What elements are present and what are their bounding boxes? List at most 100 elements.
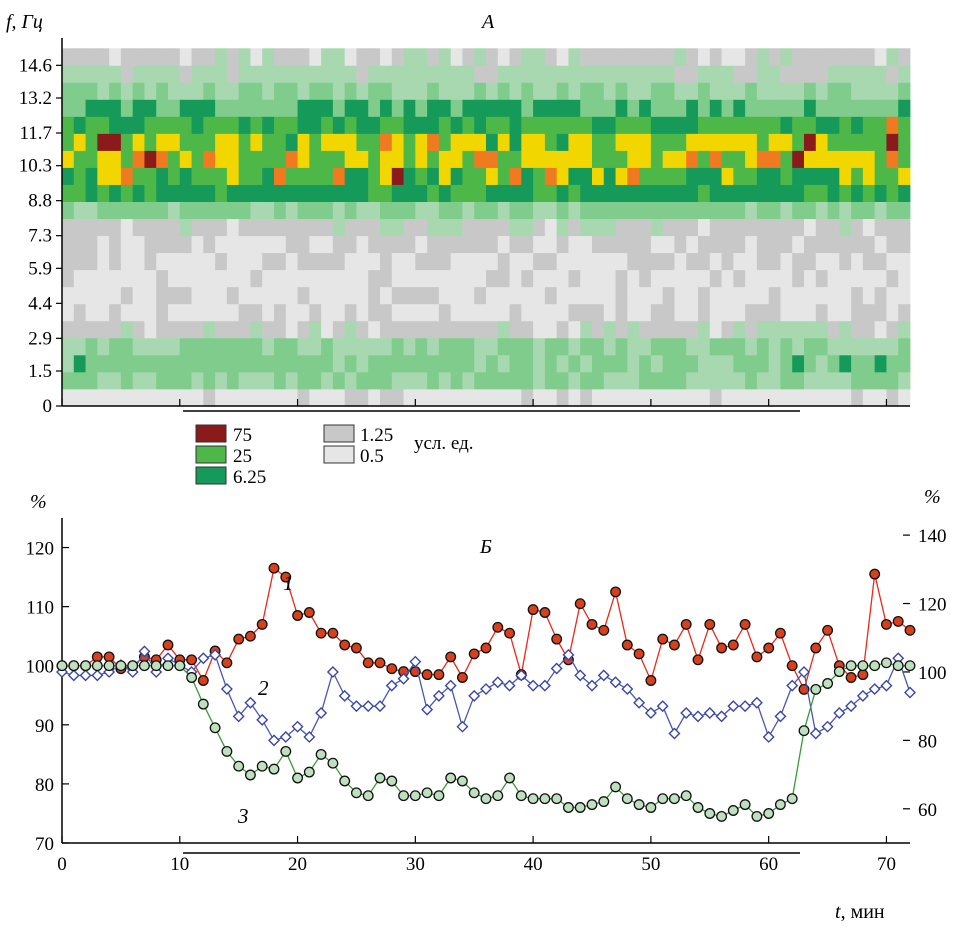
- heatmap-cell: [886, 48, 899, 66]
- heatmap-cell: [438, 354, 452, 373]
- heatmap-cell: [639, 184, 652, 202]
- heatmap-cell: [380, 150, 393, 168]
- heatmap-cell: [156, 337, 169, 356]
- panel-b-right-tick-label: 80: [918, 731, 937, 752]
- heatmap-cell: [297, 201, 310, 220]
- heatmap-cell: [497, 133, 510, 151]
- heatmap-cell: [486, 65, 499, 83]
- heatmap-cell: [168, 320, 181, 339]
- heatmap-cell: [886, 252, 899, 271]
- heatmap-cell: [132, 337, 145, 356]
- heatmap-cell: [85, 320, 98, 339]
- heatmap-cell: [368, 99, 381, 117]
- heatmap-cell: [792, 218, 805, 237]
- heatmap-cell: [650, 150, 664, 168]
- heatmap-cell: [109, 218, 122, 237]
- heatmap-cell: [686, 388, 699, 407]
- heatmap-cell: [533, 354, 546, 373]
- heatmap-cell: [862, 99, 876, 117]
- heatmap-cell: [839, 252, 852, 271]
- series-2-point: [527, 679, 540, 692]
- heatmap-cell: [380, 99, 393, 117]
- series-1-point: [751, 651, 763, 663]
- series-3-point: [904, 660, 916, 672]
- heatmap-cell: [97, 201, 110, 220]
- heatmap-cell: [368, 235, 381, 254]
- heatmap-cell: [592, 388, 605, 407]
- heatmap-cell: [168, 184, 181, 202]
- heatmap-cell: [733, 371, 746, 390]
- heatmap-cell: [332, 82, 346, 100]
- heatmap-cell: [262, 320, 275, 339]
- heatmap-cell: [874, 337, 887, 356]
- heatmap-cell: [168, 65, 181, 83]
- heatmap-cell: [686, 286, 699, 305]
- heatmap-cell: [309, 371, 322, 390]
- heatmap-cell: [120, 99, 134, 117]
- heatmap-cell: [73, 252, 86, 271]
- heatmap-cell: [438, 303, 452, 322]
- series-2-point: [774, 710, 787, 723]
- heatmap-cell: [768, 371, 781, 390]
- heatmap-cell: [368, 167, 381, 185]
- heatmap-cell: [250, 337, 263, 356]
- legend-label-0-5: 0.5: [360, 446, 384, 467]
- legend-swatch-75: [195, 424, 227, 443]
- heatmap-cell: [839, 167, 852, 185]
- heatmap-cell: [332, 235, 346, 254]
- heatmap-cell: [179, 388, 192, 407]
- panel-b-right-tick-label: 60: [918, 800, 937, 821]
- heatmap-cell: [745, 116, 758, 134]
- heatmap-cell: [97, 337, 110, 356]
- heatmap-cell: [144, 337, 157, 356]
- heatmap-cell: [427, 167, 440, 185]
- heatmap-cell: [886, 218, 899, 237]
- heatmap-cell: [768, 201, 781, 220]
- heatmap-cell: [179, 252, 192, 271]
- heatmap-cell: [427, 48, 440, 66]
- heatmap-cell: [391, 48, 404, 66]
- heatmap-cell: [474, 252, 487, 271]
- series-3-point: [456, 775, 468, 787]
- heatmap-cell: [73, 337, 86, 356]
- heatmap-cell: [156, 116, 169, 134]
- heatmap-cell: [721, 65, 734, 83]
- heatmap-cell: [85, 133, 98, 151]
- series-1-point: [586, 618, 598, 630]
- heatmap-cell: [580, 337, 593, 356]
- heatmap-cell: [592, 320, 605, 339]
- heatmap-cell: [62, 184, 75, 202]
- heatmap-cell: [297, 116, 310, 134]
- series-3-point: [468, 787, 480, 799]
- heatmap-cell: [250, 235, 263, 254]
- series-1-point: [716, 642, 728, 654]
- heatmap-cell: [391, 337, 404, 356]
- heatmap-cell: [497, 371, 510, 390]
- heatmap-cell: [156, 388, 169, 407]
- heatmap-cell: [745, 218, 758, 237]
- heatmap-cell: [721, 354, 734, 373]
- heatmap-cell: [733, 167, 746, 185]
- heatmap-cell: [792, 82, 805, 100]
- heatmap-cell: [191, 252, 204, 271]
- legend-swatch-25: [195, 445, 227, 464]
- heatmap-cell: [438, 48, 452, 66]
- heatmap-cell: [62, 371, 75, 390]
- heatmap-cell: [544, 133, 558, 151]
- series-3-point: [633, 799, 645, 811]
- heatmap-cell: [73, 354, 86, 373]
- heatmap-cell: [191, 388, 204, 407]
- heatmap-cell: [745, 337, 758, 356]
- heatmap-cell: [839, 388, 852, 407]
- panel-a-x-ticks: [61, 399, 888, 406]
- heatmap-cell: [521, 150, 534, 168]
- heatmap-cell: [827, 133, 840, 151]
- heatmap-cell: [827, 201, 840, 220]
- heatmap-cell: [768, 235, 781, 254]
- heatmap-cell: [815, 48, 828, 66]
- series-1-point: [303, 607, 315, 618]
- heatmap-cell: [156, 201, 169, 220]
- heatmap-cell: [403, 286, 416, 305]
- heatmap-cell: [556, 133, 569, 151]
- panel-b-left-tick-label: 90: [35, 716, 54, 737]
